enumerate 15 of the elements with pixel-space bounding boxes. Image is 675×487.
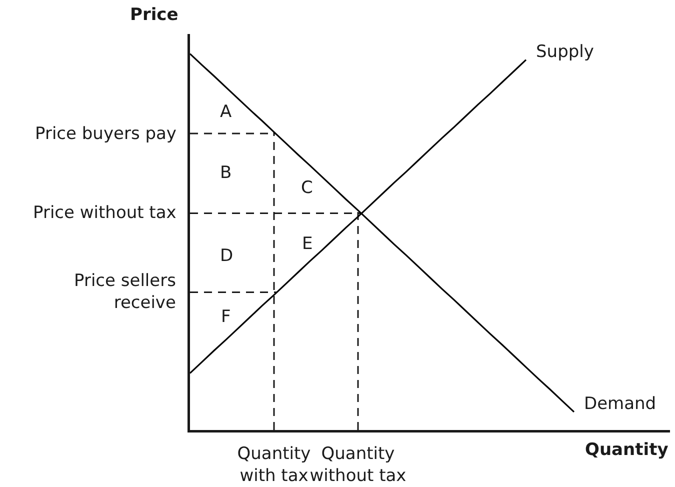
annotation: C bbox=[301, 178, 313, 198]
y-axis-title: Price bbox=[130, 5, 178, 25]
annotation: D bbox=[220, 246, 234, 266]
ref-line-label: Price without tax bbox=[33, 203, 176, 223]
x-tick-label: Quantity without tax bbox=[310, 444, 406, 486]
x-axis-title: Quantity bbox=[585, 440, 668, 460]
series-label: Demand bbox=[584, 394, 656, 414]
ref-line-label: Price sellers receive bbox=[74, 271, 176, 314]
annotation: A bbox=[220, 102, 232, 122]
series-label: Supply bbox=[536, 42, 594, 62]
annotation: B bbox=[220, 163, 232, 183]
annotation: F bbox=[221, 307, 231, 327]
ref-line-label: Price buyers pay bbox=[35, 124, 176, 144]
x-tick-label: Quantity with tax bbox=[237, 444, 311, 486]
annotation: E bbox=[302, 234, 313, 254]
